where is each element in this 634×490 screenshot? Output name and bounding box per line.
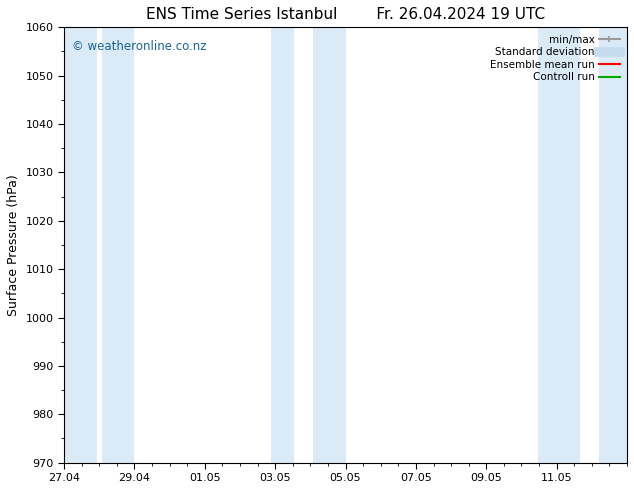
Legend: min/max, Standard deviation, Ensemble mean run, Controll run: min/max, Standard deviation, Ensemble me… <box>488 32 622 84</box>
Y-axis label: Surface Pressure (hPa): Surface Pressure (hPa) <box>7 174 20 316</box>
Bar <box>101 27 134 463</box>
Bar <box>599 27 627 463</box>
Bar <box>538 27 580 463</box>
Bar <box>64 27 97 463</box>
Bar <box>271 27 294 463</box>
Bar <box>313 27 346 463</box>
Title: ENS Time Series Istanbul        Fr. 26.04.2024 19 UTC: ENS Time Series Istanbul Fr. 26.04.2024 … <box>146 7 545 22</box>
Text: © weatheronline.co.nz: © weatheronline.co.nz <box>72 40 207 53</box>
